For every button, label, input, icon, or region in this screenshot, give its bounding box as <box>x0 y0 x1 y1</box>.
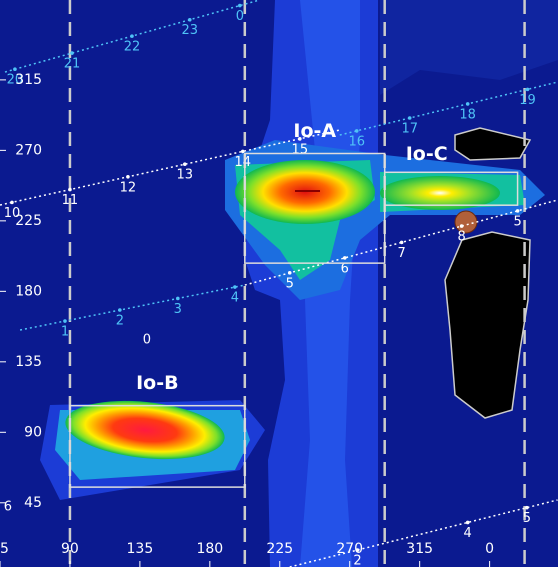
track-label: 7 <box>397 246 405 261</box>
track-label: 1 <box>61 325 69 340</box>
track-label: 23 <box>182 23 199 38</box>
track-label: 10 <box>4 206 21 221</box>
track-tick <box>13 67 17 72</box>
annotation: 0 <box>143 333 151 348</box>
track-tick <box>68 187 72 192</box>
y-tick-label: 180 <box>15 283 42 299</box>
track-tick <box>10 200 14 205</box>
x-tick-label: 0 <box>485 541 494 557</box>
track-tick <box>238 3 242 8</box>
y-tick-label: 45 <box>24 495 42 511</box>
track-tick <box>287 271 292 275</box>
track-label: 21 <box>64 57 81 72</box>
track-label: 22 <box>124 40 141 55</box>
region-box <box>383 171 519 206</box>
track-label: 15 <box>292 142 309 157</box>
track-tick <box>176 296 180 301</box>
track-tick <box>525 87 530 92</box>
track-tick <box>515 209 520 213</box>
track-line <box>4 0 260 73</box>
track-tick <box>298 137 302 141</box>
y-tick-label: 90 <box>24 424 42 440</box>
track-tick <box>233 285 237 289</box>
track-label: 13 <box>177 168 194 183</box>
annotation: 6 <box>4 500 12 515</box>
track-label: 6 <box>341 261 349 276</box>
x-tick-label: 180 <box>196 541 223 557</box>
track-line <box>289 499 558 567</box>
track-label: 4 <box>231 291 239 306</box>
region-box <box>244 152 386 264</box>
x-tick-label: 135 <box>127 541 154 557</box>
track-tick <box>240 149 245 154</box>
track-tick <box>126 174 130 179</box>
track-tick <box>525 505 529 510</box>
region-label: Io-C <box>406 143 448 165</box>
track-tick <box>342 256 347 260</box>
track-tick <box>70 51 74 55</box>
y-tick-label: 135 <box>15 354 42 370</box>
track-tick <box>118 308 122 312</box>
track-tick <box>130 34 134 38</box>
track-label: 5 <box>513 214 521 229</box>
y-tick-label: 315 <box>15 72 42 88</box>
track-tick <box>63 319 67 323</box>
track-tick <box>459 224 464 228</box>
region-box <box>69 404 246 488</box>
track-label: 18 <box>459 107 476 122</box>
track-label: 2 <box>353 554 361 567</box>
track-line <box>19 284 245 331</box>
track-label: 0 <box>236 9 244 24</box>
region-label: Io-A <box>293 120 336 142</box>
track-label: 16 <box>348 134 365 149</box>
track-label: 5 <box>523 511 531 526</box>
x-tick-label: 90 <box>61 541 79 557</box>
track-label: 14 <box>235 155 252 170</box>
x-tick-label: 270 <box>336 541 363 557</box>
y-tick-label: 225 <box>15 213 42 229</box>
track-label: 2 <box>116 314 124 329</box>
region-label: Io-B <box>136 372 179 394</box>
track-label: 17 <box>401 122 418 137</box>
track-label: 11 <box>62 193 79 208</box>
y-tick-label: 270 <box>15 142 42 158</box>
track-line <box>339 81 558 136</box>
track-tick <box>399 240 404 245</box>
x-tick-label: 225 <box>266 541 293 557</box>
track-tick <box>465 102 470 106</box>
track-label: 4 <box>464 526 472 541</box>
track-line <box>244 199 558 286</box>
x-tick-label: 315 <box>406 541 433 557</box>
x-tick-label: 45 <box>0 541 9 557</box>
track-label: 19 <box>519 93 536 108</box>
track-tick <box>187 17 192 22</box>
track-label: 12 <box>120 180 137 195</box>
track-tick <box>407 116 412 120</box>
track-label: 8 <box>457 230 465 245</box>
track-label: 3 <box>174 302 182 317</box>
track-tick <box>354 129 359 133</box>
track-tick <box>465 520 470 525</box>
track-tick <box>183 162 187 167</box>
track-tick <box>355 548 360 552</box>
track-label: 5 <box>286 276 294 291</box>
track-label: 20 <box>7 73 24 88</box>
